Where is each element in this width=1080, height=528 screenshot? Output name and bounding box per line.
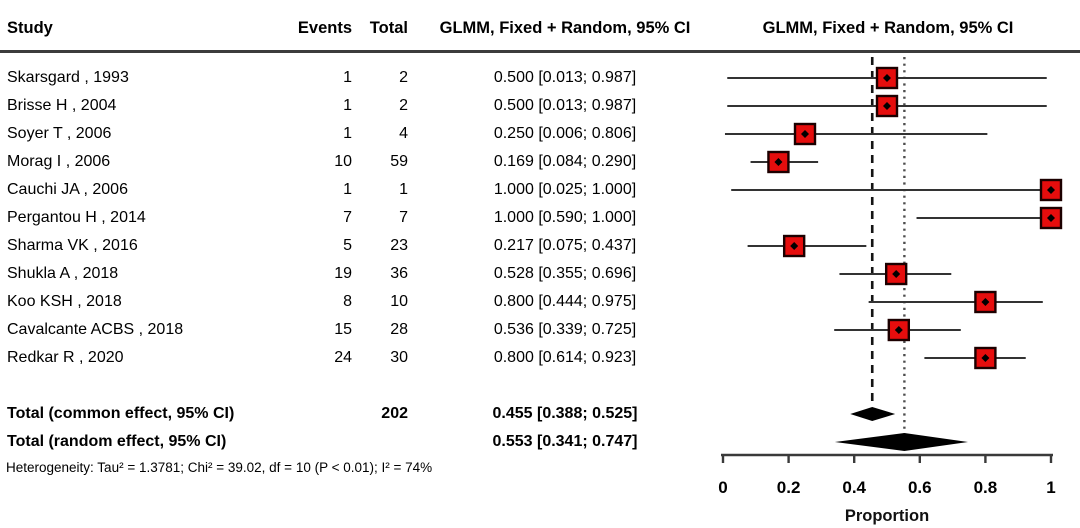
axis-title: Proportion (845, 507, 929, 525)
table-row: Soyer T , 2006 1 4 0.250 [0.006; 0.806] (0, 120, 1080, 148)
events-value: 15 (334, 321, 352, 338)
ci-label: 1.000 [0.025; 1.000] (493, 181, 637, 198)
total-value: 4 (399, 125, 408, 142)
effect-center-marker (981, 298, 990, 306)
total-value: 28 (390, 321, 408, 338)
table-row: Cauchi JA , 2006 1 1 1.000 [0.025; 1.000… (0, 176, 1080, 204)
study-name: Pergantou H , 2014 (7, 209, 146, 226)
effect-center-marker (1047, 214, 1055, 222)
effect-center-marker (883, 102, 891, 110)
summary-ci-label: 0.553 [0.341; 0.747] (492, 433, 638, 450)
study-name: Morag I , 2006 (7, 153, 111, 170)
effect-center-marker (981, 354, 990, 362)
events-value: 7 (343, 209, 352, 226)
summary-row-common: Total (common effect, 95% CI) 202 0.455 … (0, 400, 1080, 428)
summary-ci-label: 0.455 [0.388; 0.525] (492, 405, 638, 422)
total-value: 2 (399, 69, 408, 86)
total-value: 36 (390, 265, 408, 282)
table-row: Brisse H , 2004 1 2 0.500 [0.013; 0.987] (0, 92, 1080, 120)
table-row: Shukla A , 2018 19 36 0.528 [0.355; 0.69… (0, 260, 1080, 288)
events-value: 1 (343, 125, 352, 142)
ci-label: 0.500 [0.013; 0.987] (493, 97, 637, 114)
study-name: Sharma VK , 2016 (7, 237, 138, 254)
events-value: 10 (334, 153, 352, 170)
total-value: 7 (399, 209, 408, 226)
total-value: 30 (390, 349, 408, 366)
ci-label: 0.800 [0.614; 0.923] (493, 349, 637, 366)
table-row: Pergantou H , 2014 7 7 1.000 [0.590; 1.0… (0, 204, 1080, 232)
header-divider (0, 50, 1080, 53)
ci-label: 0.217 [0.075; 0.437] (493, 237, 637, 254)
summary-row-random: Total (random effect, 95% CI) 0.553 [0.3… (0, 428, 1080, 456)
column-header-study: Study (7, 19, 53, 37)
events-value: 8 (343, 293, 352, 310)
axis-tick-label: 0.6 (908, 478, 932, 497)
table-row: Koo KSH , 2018 8 10 0.800 [0.444; 0.975] (0, 288, 1080, 316)
effect-center-marker (894, 326, 903, 334)
axis-tick-label: 0 (718, 478, 727, 497)
events-value: 1 (343, 69, 352, 86)
ci-label: 0.536 [0.339; 0.725] (493, 321, 637, 338)
total-value: 2 (399, 97, 408, 114)
summary-diamond (850, 407, 896, 421)
ci-label: 0.169 [0.084; 0.290] (493, 153, 637, 170)
table-row: Cavalcante ACBS , 2018 15 28 0.536 [0.33… (0, 316, 1080, 344)
events-value: 24 (334, 349, 352, 366)
study-name: Redkar R , 2020 (7, 349, 124, 366)
table-row: Skarsgard , 1993 1 2 0.500 [0.013; 0.987… (0, 64, 1080, 92)
summary-label: Total (random effect, 95% CI) (7, 433, 227, 450)
column-header-plot: GLMM, Fixed + Random, 95% CI (762, 19, 1014, 37)
summary-diamond (834, 433, 969, 451)
column-header-ci: GLMM, Fixed + Random, 95% CI (439, 19, 691, 37)
ci-label: 0.528 [0.355; 0.696] (493, 265, 637, 282)
study-name: Shukla A , 2018 (7, 265, 119, 282)
table-row: Redkar R , 2020 24 30 0.800 [0.614; 0.92… (0, 344, 1080, 372)
table-row: Morag I , 2006 10 59 0.169 [0.084; 0.290… (0, 148, 1080, 176)
summary-label: Total (common effect, 95% CI) (7, 405, 235, 422)
ci-label: 0.250 [0.006; 0.806] (493, 125, 637, 142)
axis-tick-label: 0.8 (974, 478, 998, 497)
events-value: 5 (343, 237, 352, 254)
ci-label: 0.800 [0.444; 0.975] (493, 293, 637, 310)
events-value: 1 (343, 181, 352, 198)
study-name: Soyer T , 2006 (7, 125, 112, 142)
total-value: 23 (390, 237, 408, 254)
study-name: Koo KSH , 2018 (7, 293, 122, 310)
effect-center-marker (1047, 186, 1055, 194)
axis-tick-label: 0.4 (842, 478, 866, 497)
column-header-events: Events (297, 19, 352, 37)
study-name: Cavalcante ACBS , 2018 (7, 321, 184, 338)
table-row: Sharma VK , 2016 5 23 0.217 [0.075; 0.43… (0, 232, 1080, 260)
events-value: 1 (343, 97, 352, 114)
effect-center-marker (790, 242, 799, 250)
ci-label: 0.500 [0.013; 0.987] (493, 69, 637, 86)
summary-total: 202 (381, 405, 408, 422)
study-name: Cauchi JA , 2006 (7, 181, 128, 198)
study-name: Skarsgard , 1993 (7, 69, 129, 86)
heterogeneity-note: Heterogeneity: Tau² = 1.3781; Chi² = 39.… (6, 460, 433, 475)
total-value: 59 (390, 153, 408, 170)
axis-tick-label: 1 (1046, 478, 1055, 497)
column-header-row: Study Events Total GLMM, Fixed + Random,… (0, 14, 1080, 42)
study-name: Brisse H , 2004 (7, 97, 117, 114)
events-value: 19 (334, 265, 352, 282)
column-header-total: Total (369, 19, 408, 37)
effect-center-marker (774, 158, 783, 166)
axis-tick-label: 0.2 (777, 478, 801, 497)
ci-label: 1.000 [0.590; 1.000] (493, 209, 637, 226)
effect-center-marker (883, 74, 891, 82)
effect-center-marker (801, 130, 809, 138)
total-value: 10 (390, 293, 408, 310)
effect-center-marker (892, 270, 901, 278)
total-value: 1 (399, 181, 408, 198)
